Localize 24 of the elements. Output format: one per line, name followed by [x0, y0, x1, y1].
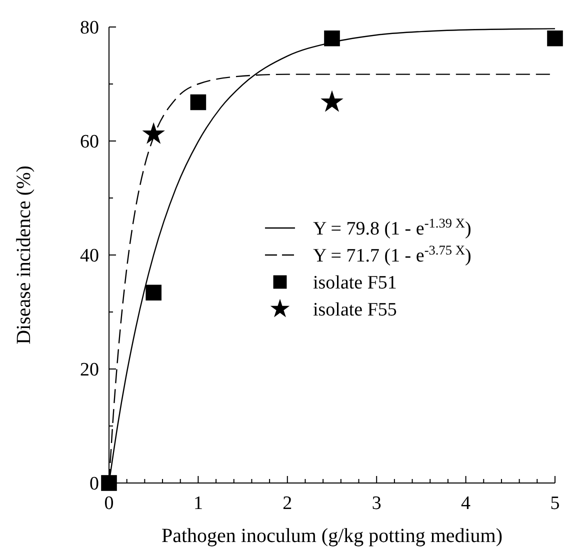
x-tick-label: 2 — [282, 493, 292, 514]
y-tick-label: 40 — [80, 246, 99, 267]
x-axis-title: Pathogen inoculum (g/kg potting medium) — [161, 525, 503, 547]
y-tick-label: 20 — [80, 360, 99, 381]
point — [547, 30, 563, 46]
x-tick-label: 3 — [372, 493, 382, 514]
y-tick-label: 80 — [80, 18, 99, 39]
y-axis-title: Disease incidence (%) — [13, 166, 35, 344]
legend-label: Y = 79.8 (1 - e$^{-1.39 X}$) — [313, 215, 472, 240]
legend-label: isolate F55 — [313, 300, 397, 321]
x-tick-label: 0 — [104, 493, 114, 514]
point — [324, 30, 340, 46]
legend-label: Y = 71.7 (1 - e$^{-3.75 X}$) — [313, 242, 472, 267]
point — [320, 90, 344, 112]
point — [101, 475, 117, 491]
x-tick-label: 1 — [193, 493, 203, 514]
x-tick-label: 5 — [550, 493, 560, 514]
point — [142, 122, 165, 144]
legend-label: isolate F51 — [313, 272, 397, 294]
y-tick-label: 60 — [80, 132, 99, 153]
y-tick-label: 0 — [90, 474, 99, 495]
point — [190, 94, 206, 110]
point — [146, 284, 162, 301]
x-tick-label: 4 — [461, 493, 472, 514]
